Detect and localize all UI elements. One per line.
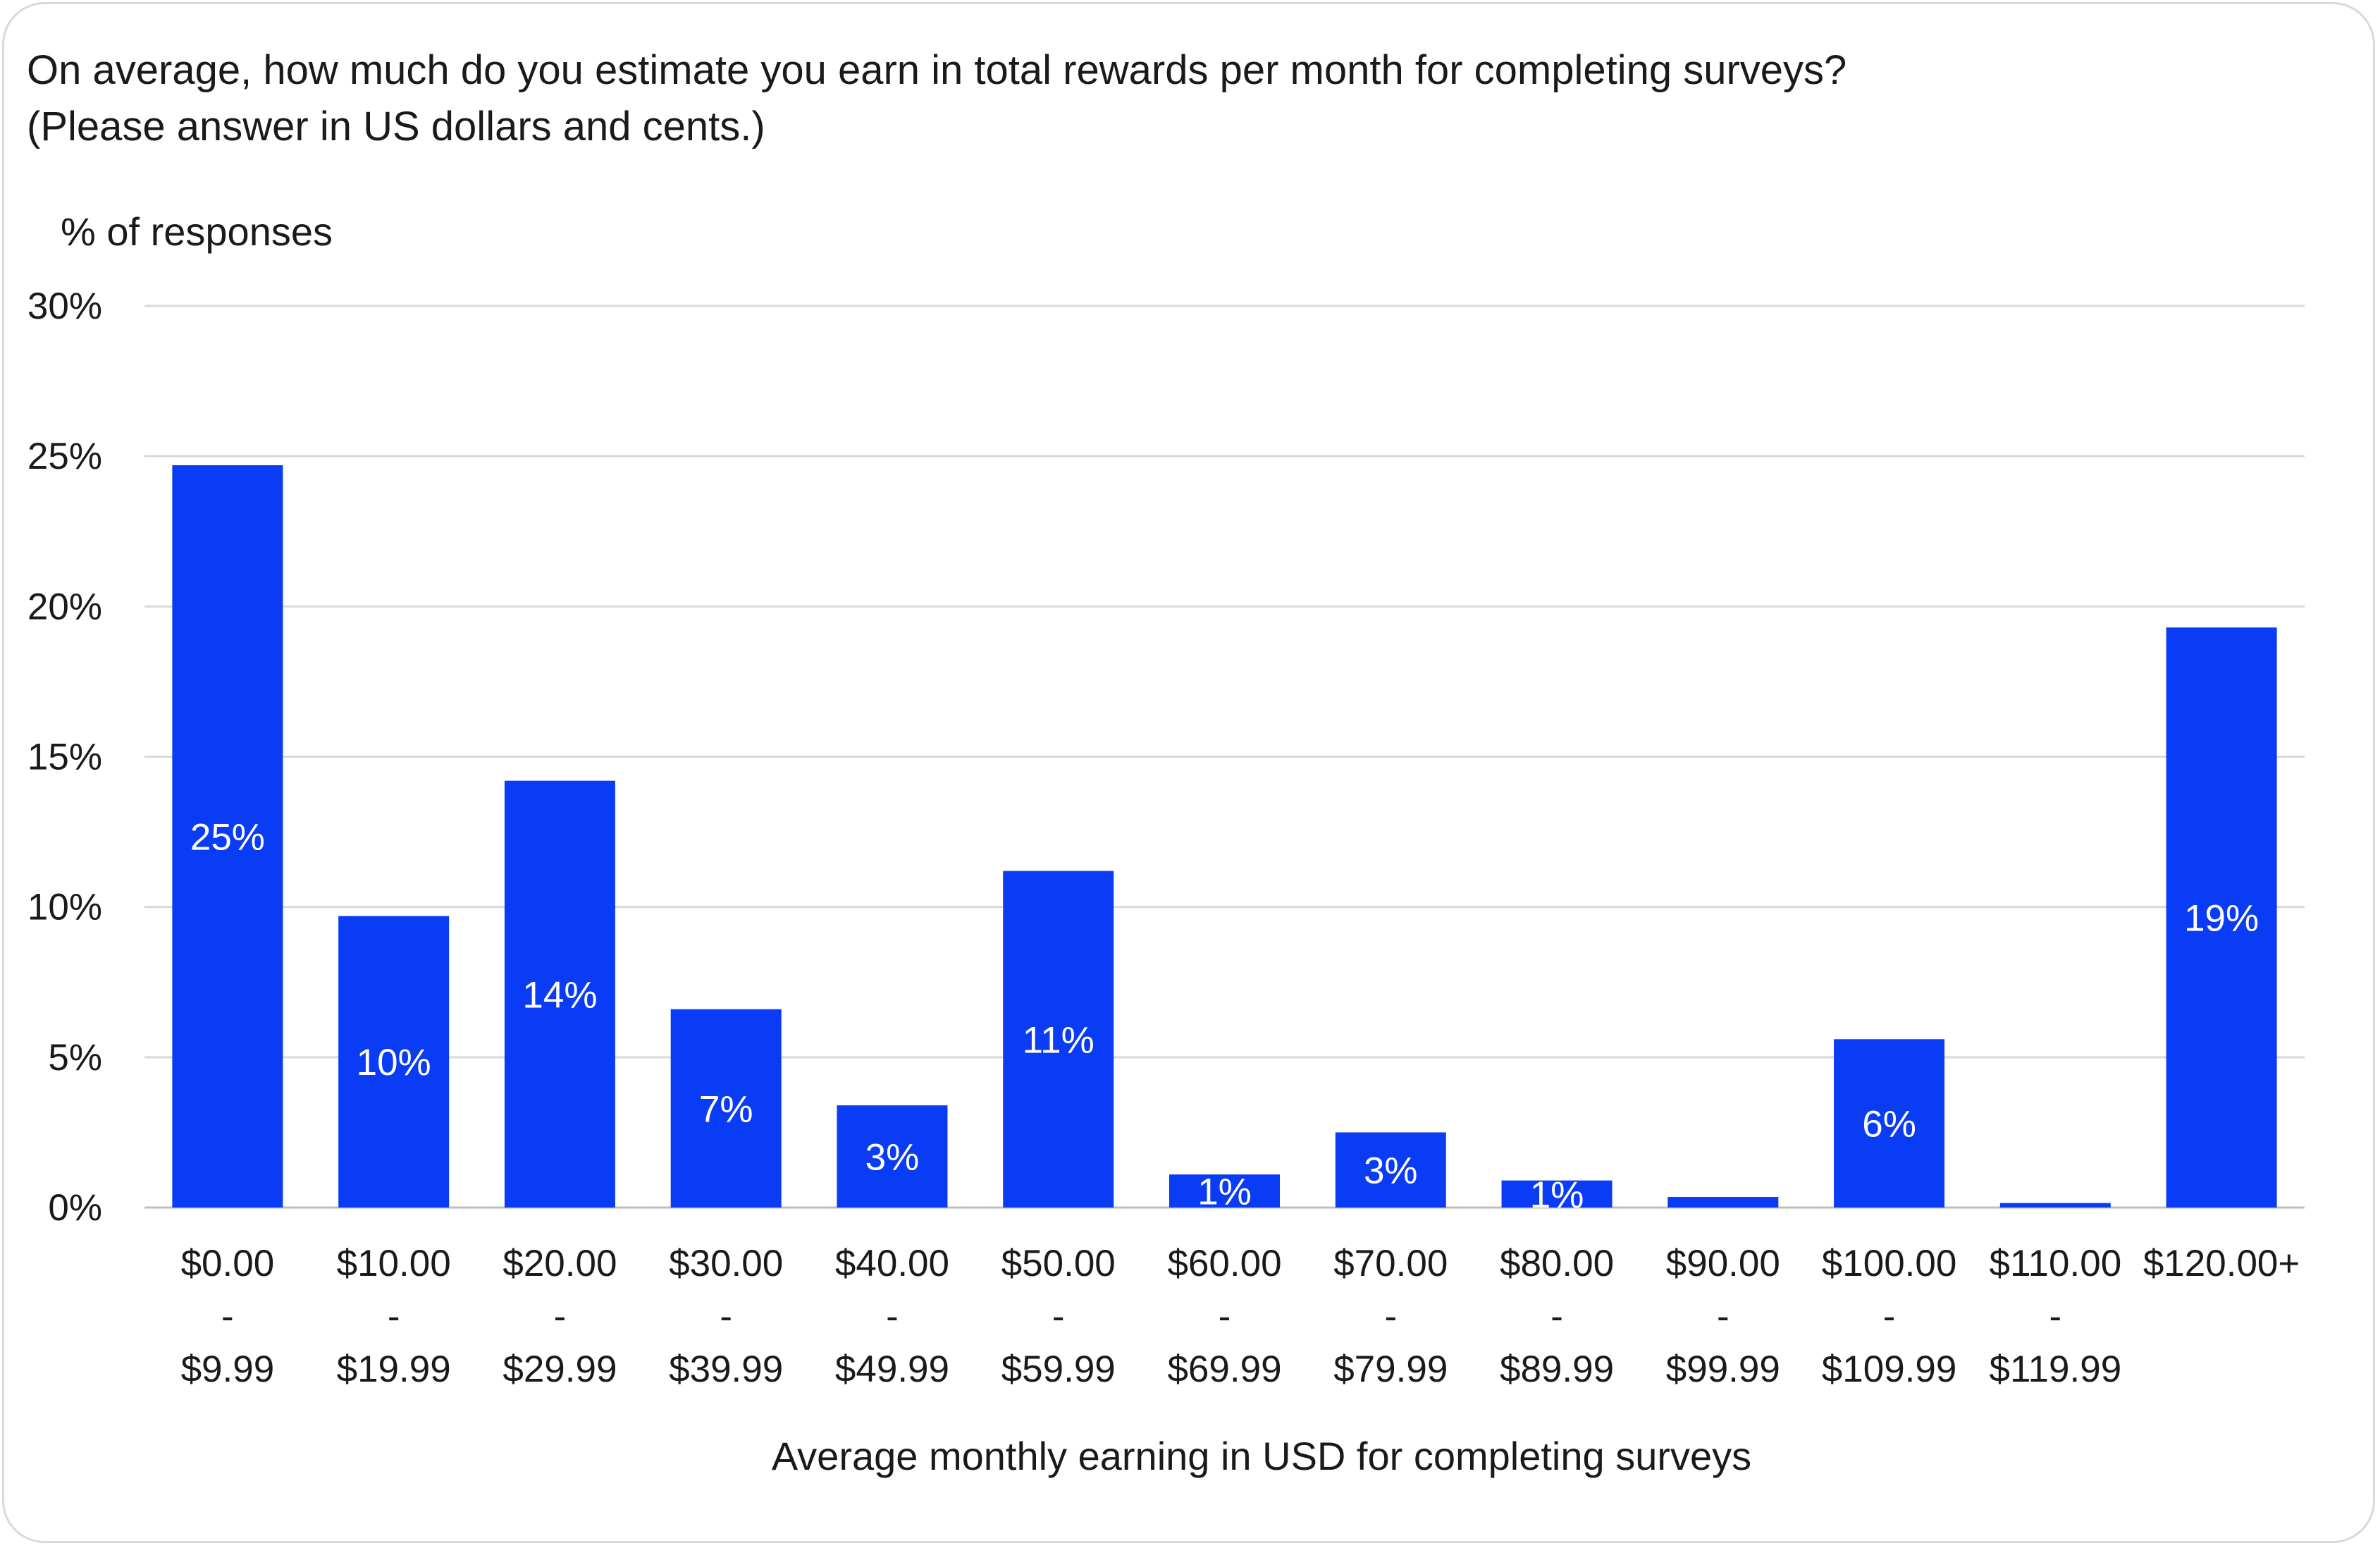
x-tick-label: $110.00 <box>1990 1243 2122 1284</box>
y-tick-label: 30% <box>27 285 102 327</box>
x-tick-label: $60.00 <box>1167 1243 1281 1284</box>
y-tick-label: 5% <box>48 1037 102 1079</box>
x-tick-label: - <box>886 1296 899 1337</box>
bar <box>1834 1039 1945 1208</box>
y-tick-label: 10% <box>27 887 102 928</box>
data-label: 7% <box>699 1088 753 1130</box>
x-tick-label: $10.00 <box>337 1243 451 1284</box>
data-label: 1% <box>1197 1172 1252 1213</box>
x-tick-label: - <box>554 1296 567 1337</box>
data-label: 19% <box>2184 898 2259 940</box>
bar <box>837 1105 948 1208</box>
x-tick-label: $9.99 <box>181 1349 275 1390</box>
x-tick-label: - <box>1219 1296 1231 1337</box>
bar <box>1667 1197 1779 1208</box>
x-tick-label: - <box>388 1296 400 1337</box>
bar <box>670 1009 782 1208</box>
x-tick-label: $49.99 <box>835 1349 949 1390</box>
x-tick-label: $80.00 <box>1500 1243 1614 1284</box>
x-tick-label: $119.99 <box>1990 1349 2122 1390</box>
x-tick-label: $109.99 <box>1822 1349 1957 1390</box>
x-tick-label: - <box>2049 1296 2062 1337</box>
gridlines <box>144 305 2305 1209</box>
x-tick-label: - <box>1717 1296 1729 1337</box>
chart-title-line-1: On average, how much do you estimate you… <box>27 47 1847 93</box>
bar <box>338 916 450 1208</box>
x-tick-label: - <box>1883 1296 1896 1337</box>
x-tick-label: $100.00 <box>1822 1243 1957 1284</box>
x-axis-title: Average monthly earning in USD for compl… <box>772 1434 1751 1478</box>
x-tick-label: $99.99 <box>1666 1349 1780 1390</box>
data-label: 3% <box>1364 1150 1418 1192</box>
x-tick-label: $0.00 <box>181 1243 275 1284</box>
data-label: 25% <box>190 816 265 858</box>
chart-title-line-2: (Please answer in US dollars and cents.) <box>27 104 765 149</box>
bar <box>1501 1180 1613 1208</box>
chart-title: On average, how much do you estimate you… <box>27 42 1846 155</box>
x-tick-label: - <box>1384 1296 1397 1337</box>
bar <box>1999 1203 2111 1208</box>
y-tick-label: 15% <box>27 737 102 778</box>
x-tick-label: - <box>1550 1296 1563 1337</box>
x-tick-label: $90.00 <box>1666 1243 1780 1284</box>
x-tick-label: $89.99 <box>1500 1349 1614 1390</box>
x-tick-label: - <box>221 1296 234 1337</box>
x-tick-label: $40.00 <box>835 1243 949 1284</box>
y-axis-ticks: 0% 5% 10% 15% 20% 25% 30% <box>27 285 102 1229</box>
x-tick-label: $69.99 <box>1167 1349 1281 1390</box>
bar <box>1335 1132 1446 1208</box>
bar <box>172 465 283 1208</box>
x-tick-label: $70.00 <box>1333 1243 1448 1284</box>
data-label: 10% <box>357 1042 431 1083</box>
y-tick-label: 0% <box>48 1187 102 1229</box>
bar <box>2166 627 2277 1208</box>
y-axis-title: % of responses <box>61 209 333 254</box>
x-tick-label: - <box>1052 1296 1065 1337</box>
data-label: 1% <box>1530 1174 1584 1216</box>
bar <box>1003 871 1114 1208</box>
data-label: 14% <box>522 974 597 1016</box>
y-tick-label: 20% <box>27 586 102 627</box>
x-tick-label: $39.99 <box>669 1349 783 1390</box>
x-tick-label: $20.00 <box>502 1243 617 1284</box>
x-tick-label: $50.00 <box>1001 1243 1116 1284</box>
data-label: 11% <box>1023 1019 1095 1061</box>
bar <box>504 780 615 1208</box>
data-label: 6% <box>1862 1104 1916 1145</box>
x-tick-label: $29.99 <box>502 1349 617 1390</box>
x-tick-label: $120.00+ <box>2143 1243 2300 1284</box>
x-tick-label: - <box>720 1296 732 1337</box>
x-axis-ticks: $0.00 - $9.99 $10.00 - $19.99 $20.00 - $29.99 $30… <box>181 1243 2300 1390</box>
x-tick-label: $30.00 <box>669 1243 783 1284</box>
bar <box>1169 1174 1280 1208</box>
x-tick-label: $79.99 <box>1333 1349 1448 1390</box>
x-tick-label: $19.99 <box>337 1349 451 1390</box>
data-label: 3% <box>865 1137 920 1179</box>
x-tick-label: $59.99 <box>1001 1349 1116 1390</box>
bars <box>172 465 2277 1208</box>
y-tick-label: 25% <box>27 436 102 477</box>
data-labels: 25% 10% 14% 7% 3% 11% 1% 3% 1% 6% 19% <box>190 816 2259 1215</box>
